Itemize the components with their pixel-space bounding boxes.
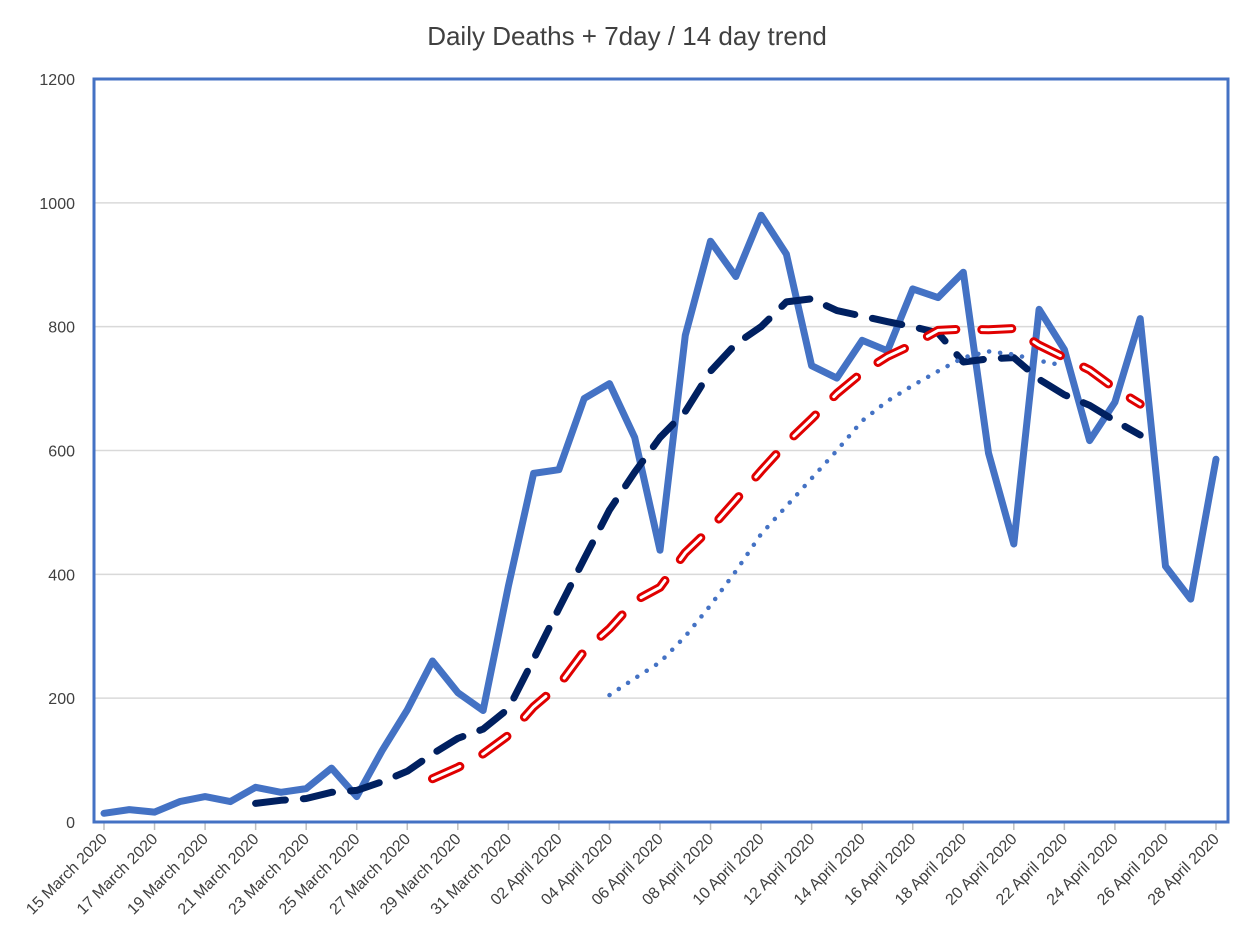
series-line-7day-trend [252, 295, 1144, 807]
y-tick-label: 400 [48, 567, 75, 584]
series-line-dotted-trend [607, 349, 1067, 698]
y-tick-label: 800 [48, 320, 75, 337]
plot-area-border [92, 77, 1230, 824]
series-line-14day-trend-inner [431, 327, 1142, 781]
series-line-14day-trend [428, 324, 1145, 784]
series-0 [100, 211, 1220, 817]
chart-title: Daily Deaths + 7day / 14 day trend [427, 21, 827, 51]
data-point [556, 682, 562, 688]
grid-lines [94, 202, 1228, 699]
series-layer [100, 211, 1220, 817]
y-tick-label: 600 [48, 444, 75, 461]
y-tick-label: 1200 [39, 72, 75, 89]
y-tick-label: 0 [66, 815, 75, 832]
data-point [910, 342, 916, 348]
y-tick-label: 1000 [39, 196, 75, 213]
y-tick-label: 200 [48, 691, 75, 708]
data-point [1112, 418, 1118, 424]
data-point [708, 526, 714, 532]
y-tick-labels: 0 200 400 600 800 1000 1200 [39, 72, 75, 832]
data-point [783, 440, 789, 446]
series-2 [428, 324, 1145, 784]
data-point [859, 313, 865, 319]
series-3 [607, 349, 1067, 698]
series-1 [252, 295, 1144, 807]
series-line-daily-deaths [100, 211, 1220, 817]
